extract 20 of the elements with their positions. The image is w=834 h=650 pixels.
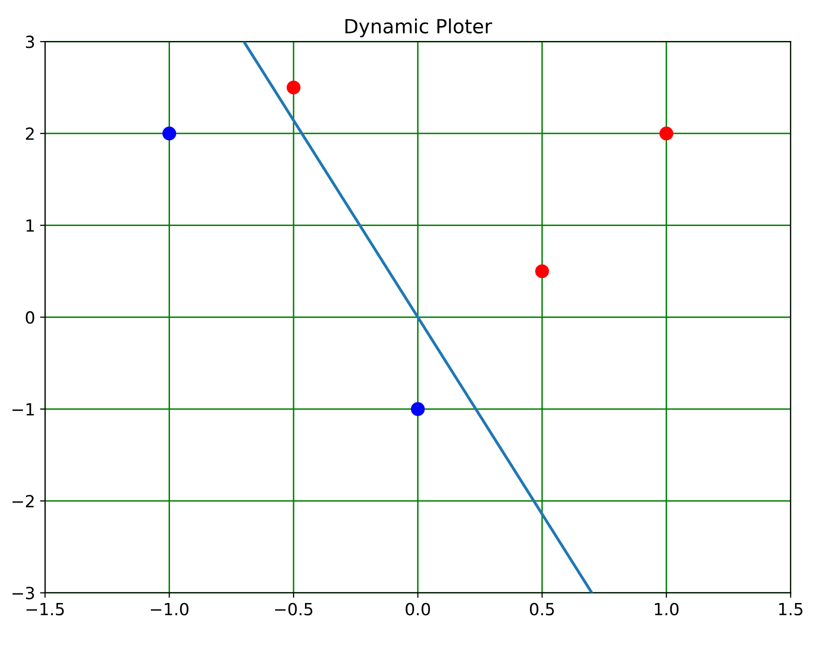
x-tick-label: 0.5 <box>530 602 554 616</box>
x-tick-label: 1.5 <box>779 603 802 616</box>
y-tick-label: −1 <box>12 403 34 416</box>
y-tick-label: 0 <box>26 311 34 324</box>
point <box>535 264 550 278</box>
x-tick-label: −1.0 <box>150 602 188 616</box>
y-tick-label: 3 <box>26 36 34 48</box>
y-tick-label: −2 <box>12 494 34 508</box>
y-tick-label: 2 <box>26 127 34 140</box>
x-tick-label: 1.0 <box>654 602 679 616</box>
point <box>659 126 674 140</box>
point <box>410 402 425 416</box>
x-tick-label: −1.5 <box>26 603 64 616</box>
y-tick-label: −3 <box>12 586 34 600</box>
y-tick-label: 1 <box>26 220 34 232</box>
x-tick-label: −0.5 <box>275 602 312 616</box>
point <box>162 126 176 140</box>
x-tick-label: 0.0 <box>406 602 430 616</box>
chart-title: Dynamic Ploter <box>345 18 492 38</box>
point <box>286 80 300 94</box>
